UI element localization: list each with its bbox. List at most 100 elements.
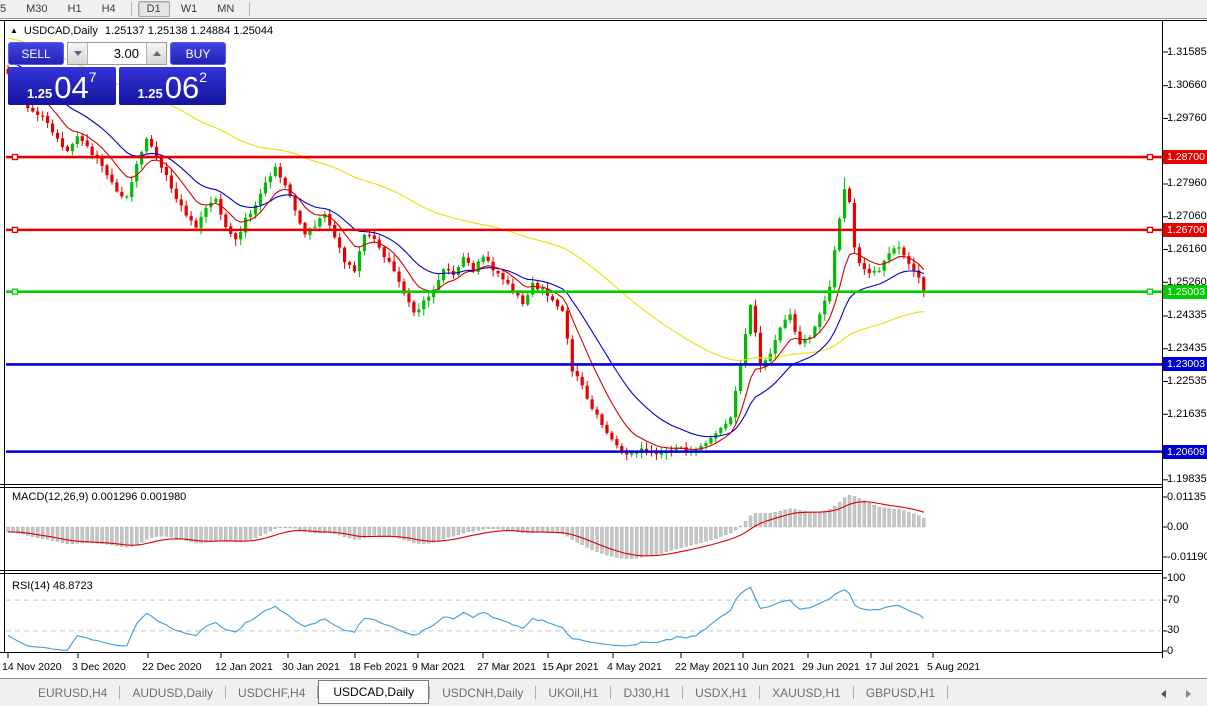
date-label: 17 Jul 2021 <box>865 661 920 673</box>
chart-title: ▲ USDCAD,Daily 1.25137 1.25138 1.24884 1.2… <box>10 25 273 37</box>
price-axis-label: 1.24335 <box>1167 309 1207 322</box>
price-line-tag[interactable]: 1.23003 <box>1163 357 1207 372</box>
date-label: 3 Dec 2020 <box>72 661 126 673</box>
macd-values: 0.001296 0.001980 <box>91 491 187 503</box>
price-line-tag[interactable]: 1.20609 <box>1163 444 1207 459</box>
ask-quote[interactable]: 1.25 06 2 <box>118 67 226 105</box>
macd-name: MACD(12,26,9) <box>12 491 89 503</box>
timeframe-button-h1[interactable]: H1 <box>67 3 82 15</box>
macd-signal-line <box>7 501 924 557</box>
tab-separator <box>947 686 949 699</box>
ohlc-values: 1.25137 1.25138 1.24884 1.25044 <box>104 25 274 37</box>
price-axis-label: 1.27060 <box>1167 210 1207 223</box>
timeframe-toolbar: 5 M30 H1 H4 D1 W1 MN <box>0 0 1207 19</box>
price-axis-label: 1.30660 <box>1167 79 1207 92</box>
tab-separator <box>429 686 431 699</box>
tab-audusd-daily[interactable]: AUDUSD,Daily <box>132 685 214 700</box>
macd-axis-label: -0.01190 <box>1167 550 1207 563</box>
rsi-value: 48.8723 <box>52 580 93 592</box>
rsi-axis-label: 0 <box>1167 644 1174 657</box>
timeframe-button-5[interactable]: 5 <box>0 3 7 15</box>
bid-price-sup: 7 <box>88 69 97 85</box>
macd-axis-label: 0.00 <box>1167 520 1189 533</box>
tab-usdchf-h4[interactable]: USDCHF,H4 <box>238 685 306 700</box>
rsi-axis-label: 70 <box>1167 593 1180 606</box>
candles <box>6 64 926 461</box>
buy-button[interactable]: BUY <box>170 42 226 65</box>
toolbar-separator <box>249 2 251 16</box>
ask-price-digits: 06 <box>164 70 200 105</box>
price-line-tag[interactable]: 1.25003 <box>1163 284 1207 299</box>
price-axis-label: 1.31585 <box>1167 45 1207 58</box>
tabs-scroll-right-icon[interactable] <box>1186 690 1191 698</box>
macd-axis-label: 0.01135 <box>1167 490 1206 503</box>
tab-scroll-controls <box>1161 690 1191 698</box>
tab-usdcad-daily[interactable]: USDCAD,Daily <box>318 680 430 704</box>
tab-ukoil-h1[interactable]: UKOil,H1 <box>548 685 599 700</box>
collapse-panel-icon[interactable]: ▲ <box>10 26 18 35</box>
horizontal-lines[interactable] <box>6 153 1162 453</box>
price-axis-label: 1.19835 <box>1167 473 1207 486</box>
ask-price-prefix: 1.25 <box>137 86 163 101</box>
tabs-scroll-left-icon[interactable] <box>1161 690 1166 698</box>
tab-usdcnh-daily[interactable]: USDCNH,Daily <box>442 685 524 700</box>
price-axis-label: 1.27960 <box>1167 177 1207 190</box>
tab-separator <box>759 686 761 699</box>
tab-eurusd-h4[interactable]: EURUSD,H4 <box>38 685 108 700</box>
volume-input[interactable]: 3.00 <box>113 46 139 61</box>
macd-histogram <box>6 495 926 559</box>
price-line-tag[interactable]: 1.26700 <box>1163 222 1207 237</box>
tab-separator <box>852 686 854 699</box>
rsi-axis-label: 100 <box>1167 571 1186 584</box>
timeframe-button-h4[interactable]: H4 <box>101 3 116 15</box>
volume-decrease-button[interactable] <box>68 43 88 64</box>
date-label: 18 Feb 2021 <box>349 661 408 673</box>
date-label: 22 Dec 2020 <box>142 661 202 673</box>
tab-separator <box>119 686 121 699</box>
date-label: 27 Mar 2021 <box>477 661 536 673</box>
date-label: 30 Jan 2021 <box>282 661 340 673</box>
tab-separator <box>610 686 612 699</box>
tab-dj30-h1[interactable]: DJ30,H1 <box>623 685 671 700</box>
date-label: 10 Jun 2021 <box>737 661 795 673</box>
bid-quote[interactable]: 1.25 04 7 <box>8 67 116 105</box>
date-label: 9 Mar 2021 <box>412 661 466 673</box>
price-axis-label: 1.22535 <box>1167 375 1207 387</box>
chart-frame <box>0 20 1207 658</box>
symbol-period-label: USDCAD,Daily <box>23 25 98 37</box>
rsi-levels <box>6 599 1160 632</box>
price-axis-label: 1.26160 <box>1167 243 1207 256</box>
symbol-tab-bar: EURUSD,H4 AUDUSD,Daily USDCHF,H4 USDCAD,Dai… <box>0 678 1207 706</box>
macd-label: MACD(12,26,9) 0.001296 0.001980 <box>12 491 186 503</box>
date-label: 5 Aug 2021 <box>927 661 981 673</box>
rsi-label: RSI(14) 48.8723 <box>12 580 93 592</box>
tab-separator <box>535 686 537 699</box>
tab-xauusd-h1[interactable]: XAUUSD,H1 <box>772 685 841 700</box>
triangle-up-icon <box>152 51 161 56</box>
volume-increase-button[interactable] <box>146 43 166 64</box>
timeframe-button-m30[interactable]: M30 <box>26 3 48 15</box>
tab-usdx-h1[interactable]: USDX,H1 <box>695 685 748 700</box>
timeframe-button-d1[interactable]: D1 <box>137 1 170 17</box>
rsi-axis-label: 30 <box>1167 624 1180 637</box>
tab-gbpusd-h1[interactable]: GBPUSD,H1 <box>865 685 936 700</box>
rsi-name: RSI(14) <box>12 580 50 592</box>
date-label: 14 Nov 2020 <box>2 661 62 673</box>
price-axis-label: 1.21635 <box>1167 407 1207 420</box>
date-label: 29 Jun 2021 <box>802 661 860 673</box>
sell-button[interactable]: SELL <box>8 42 64 65</box>
rsi-line <box>7 586 925 651</box>
timeframe-button-w1[interactable]: W1 <box>180 3 198 15</box>
timeframe-button-mn[interactable]: MN <box>217 3 235 15</box>
date-label: 4 May 2021 <box>607 661 662 673</box>
volume-spinner: 3.00 <box>67 42 167 65</box>
price-axis-label: 1.29760 <box>1167 111 1207 124</box>
toolbar-separator <box>130 2 132 16</box>
date-label: 15 Apr 2021 <box>542 661 599 673</box>
bid-price-digits: 04 <box>54 70 89 105</box>
price-line-tag[interactable]: 1.28700 <box>1163 150 1207 165</box>
tab-separator <box>225 686 227 699</box>
ask-price-sup: 2 <box>199 69 208 85</box>
one-click-trade-panel: SELL 3.00 BUY 1.25 04 7 1.25 06 2 <box>8 42 226 105</box>
